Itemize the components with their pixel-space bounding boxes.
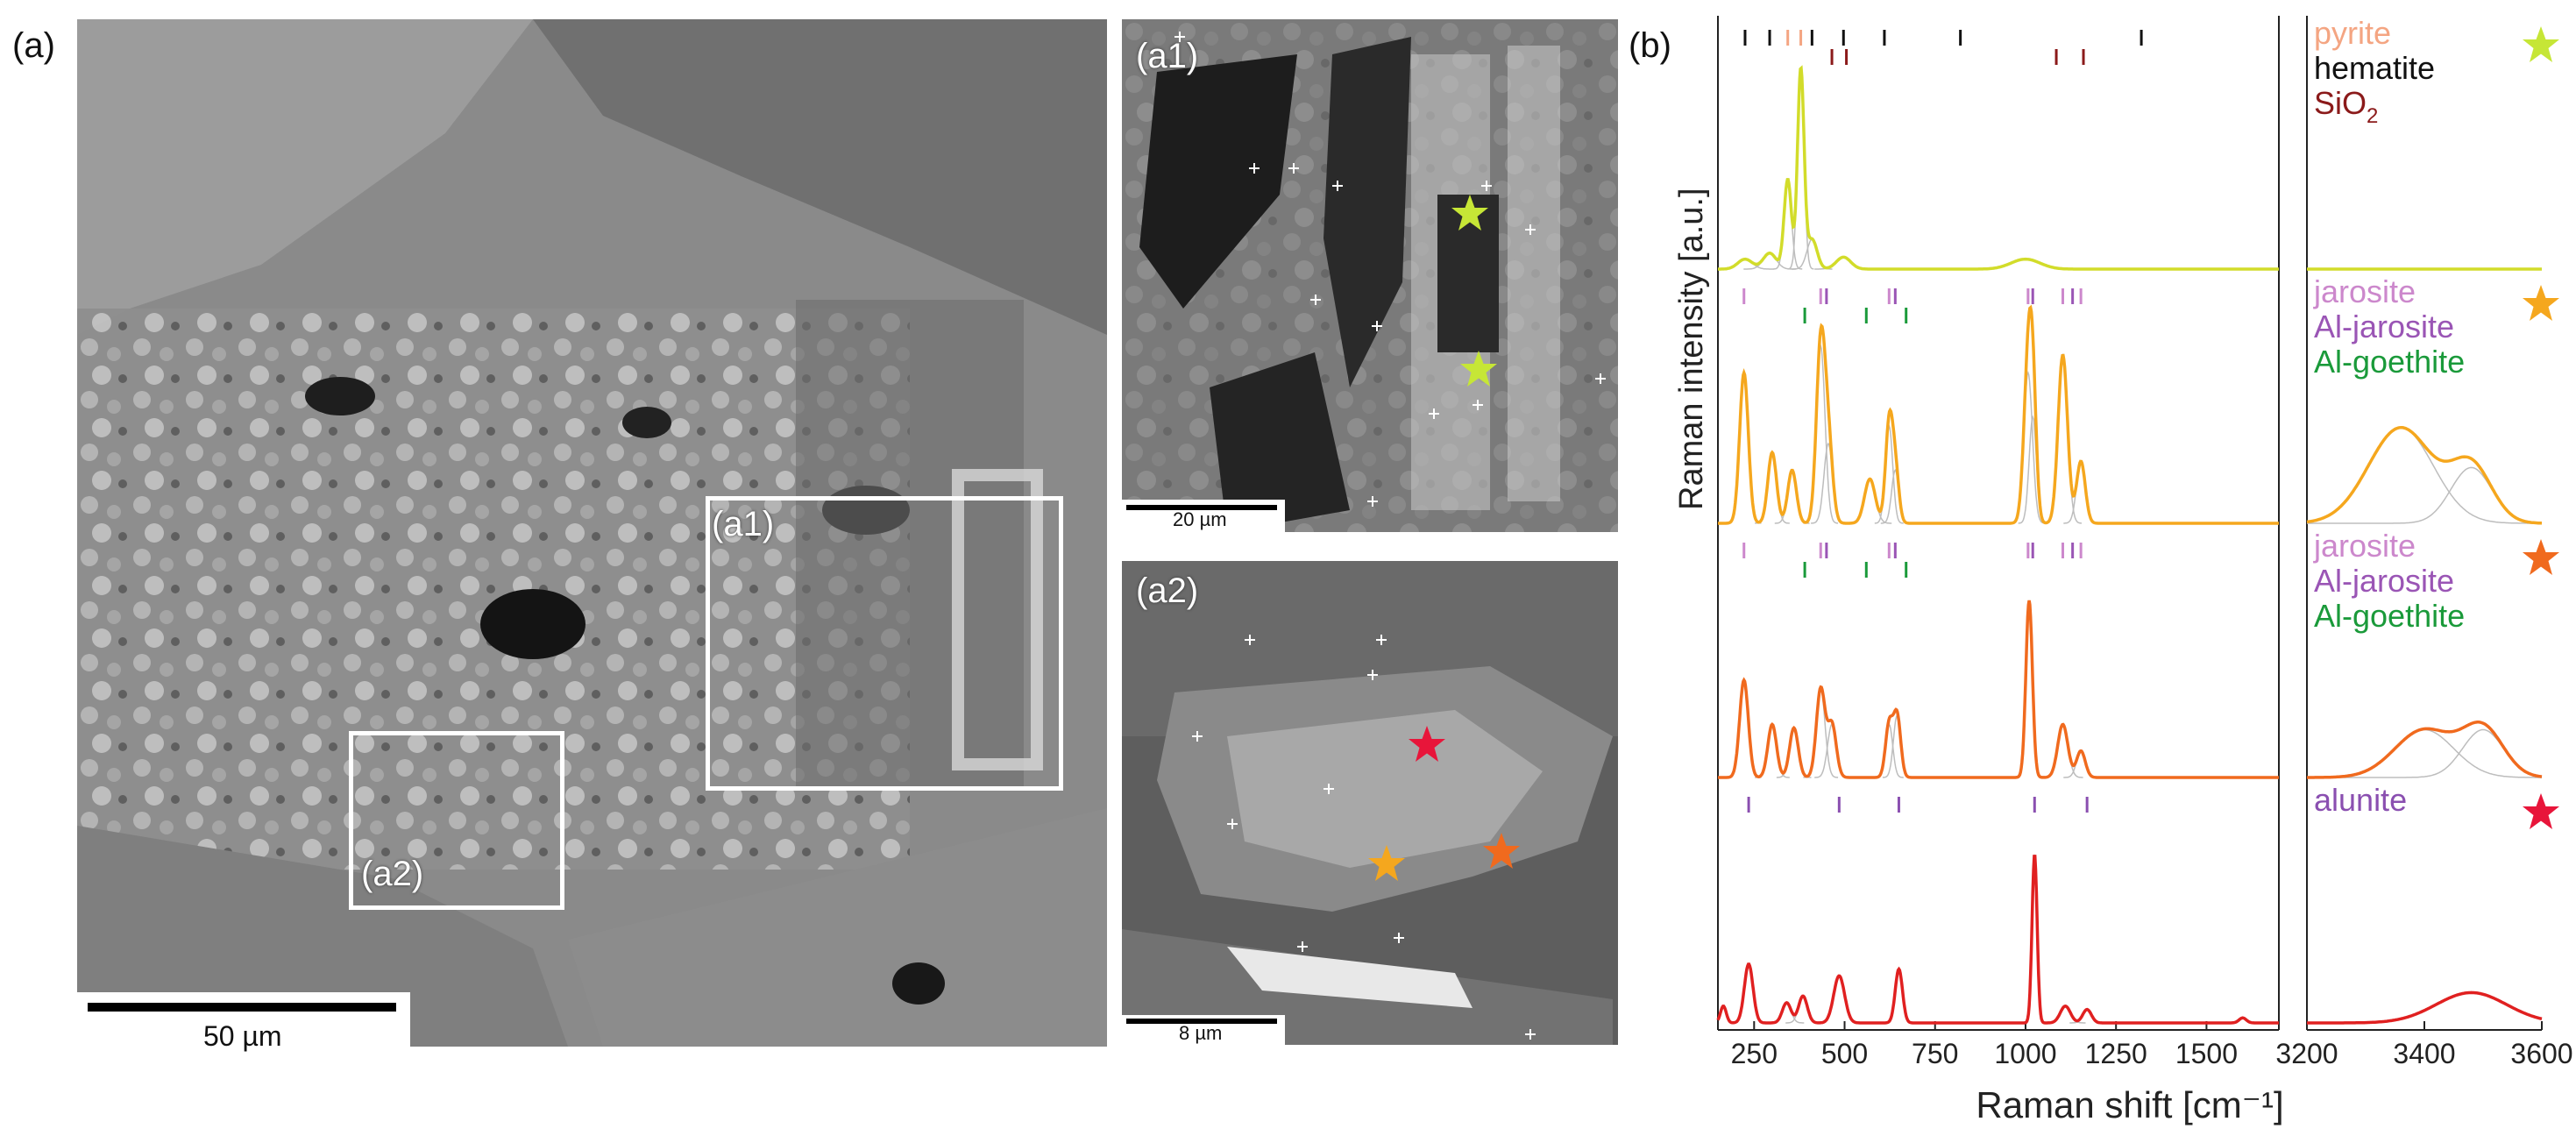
scalebar-a1: [1126, 505, 1277, 510]
x-tick-label-right: 3400: [2393, 1038, 2455, 1069]
fit-component: [1773, 177, 1803, 270]
fit-component: [1726, 678, 1762, 778]
inset-box-a2-label: (a2): [361, 855, 424, 893]
legend-star-0: [2523, 26, 2559, 62]
fit-component: [1774, 469, 1810, 524]
scalebar-text-a1: 20 µm: [1173, 508, 1227, 530]
legend-star-3: [2523, 793, 2559, 829]
x-tick-label: 250: [1731, 1038, 1778, 1069]
legend-al-jarosite: Al-jarosite: [2314, 563, 2454, 599]
spectrum-line-2: [1718, 600, 2279, 779]
inset-box-a1: [706, 496, 1063, 791]
raman-chart: 250 500 750 1000 1250 1500 3200 3400 3600 Raman s…: [1673, 15, 2573, 1125]
legend-jarosite: jarosite: [2313, 273, 2416, 309]
spectrum-line-3: [1716, 855, 2279, 1025]
x-axis-label: Raman shift [cm⁻¹]: [1976, 1084, 2283, 1125]
fit-component: [1792, 238, 1833, 270]
x-tick-label: 500: [1821, 1038, 1868, 1069]
panel-label-a: (a): [12, 26, 55, 65]
star-marker-dark-orange: [1483, 833, 1520, 869]
x-tick-label: 1000: [1994, 1038, 2056, 1069]
x-tick-label: 750: [1912, 1038, 1958, 1069]
star-marker-yellowgreen-1: [1451, 195, 1488, 231]
fit-component: [1803, 687, 1839, 778]
y-axis-label: Raman intensity [a.u.]: [1673, 188, 1710, 510]
sem-image-a2: [1122, 561, 1618, 1045]
star-marker-red: [1409, 726, 1445, 762]
legend-alunite: alunite: [2314, 782, 2407, 818]
spectrum-line-right-2: [2307, 721, 2543, 779]
spectrum-line-0: [1718, 65, 2279, 271]
scalebar-a: [88, 1003, 396, 1012]
legend-pyrite: pyrite: [2314, 15, 2391, 51]
sem-texture-a2: [1122, 561, 1618, 1045]
legend-hematite: hematite: [2314, 50, 2435, 86]
spectrum-line-right-1: [2306, 425, 2542, 525]
fit-component: [2042, 723, 2083, 778]
star-marker-yellowgreen-2: [1460, 351, 1497, 387]
inset-box-a2: [349, 731, 564, 910]
sem-texture-a: [77, 19, 1107, 1047]
legend-subscript: 2: [2367, 104, 2378, 128]
fit-component: [1817, 975, 1862, 1024]
legend-al-goethite: Al-goethite: [2314, 344, 2465, 380]
legend-al-jarosite: Al-jarosite: [2314, 309, 2454, 344]
legend-sio: SiO2: [2314, 85, 2378, 128]
scalebar-a2: [1126, 1019, 1277, 1024]
fit-component: [2016, 600, 2043, 778]
legend-star-2: [2523, 539, 2559, 575]
fit-component: [1731, 962, 1766, 1024]
scalebar-text-a: 50 µm: [203, 1020, 282, 1052]
x-tick-label-right: 3600: [2510, 1038, 2572, 1069]
scalebar-area-a: [77, 992, 410, 1047]
x-tick-label-right: 3200: [2275, 1038, 2338, 1069]
legend-jarosite: jarosite: [2313, 528, 2416, 564]
panel-label-b: (b): [1629, 26, 1671, 65]
star-marker-orange: [1368, 845, 1405, 881]
sem-image-a1: [1122, 19, 1618, 532]
fit-component: [1726, 371, 1762, 524]
x-tick-label: 1250: [2085, 1038, 2147, 1069]
fit-component-right: [2307, 991, 2543, 1024]
x-tick-label: 1500: [2175, 1038, 2238, 1069]
fit-component-right: [2307, 466, 2542, 524]
panel-label-a1: (a1): [1136, 37, 1199, 75]
sem-texture-a1: [1122, 19, 1618, 532]
fit-component: [1803, 344, 1839, 524]
fit-component: [1884, 968, 1913, 1024]
spectrum-line-1: [1718, 304, 2279, 525]
scalebar-text-a2: 8 µm: [1179, 1022, 1223, 1044]
legend-star-1: [2523, 285, 2559, 321]
legend-al-goethite: Al-goethite: [2314, 598, 2465, 634]
fit-component: [2044, 352, 2082, 524]
inset-box-a1-label: (a1): [712, 505, 775, 543]
spectrum-line-right-3: [2307, 990, 2543, 1025]
sem-image-a: [77, 19, 1107, 1047]
fit-component: [1814, 723, 1849, 778]
panel-label-a2: (a2): [1136, 572, 1199, 610]
